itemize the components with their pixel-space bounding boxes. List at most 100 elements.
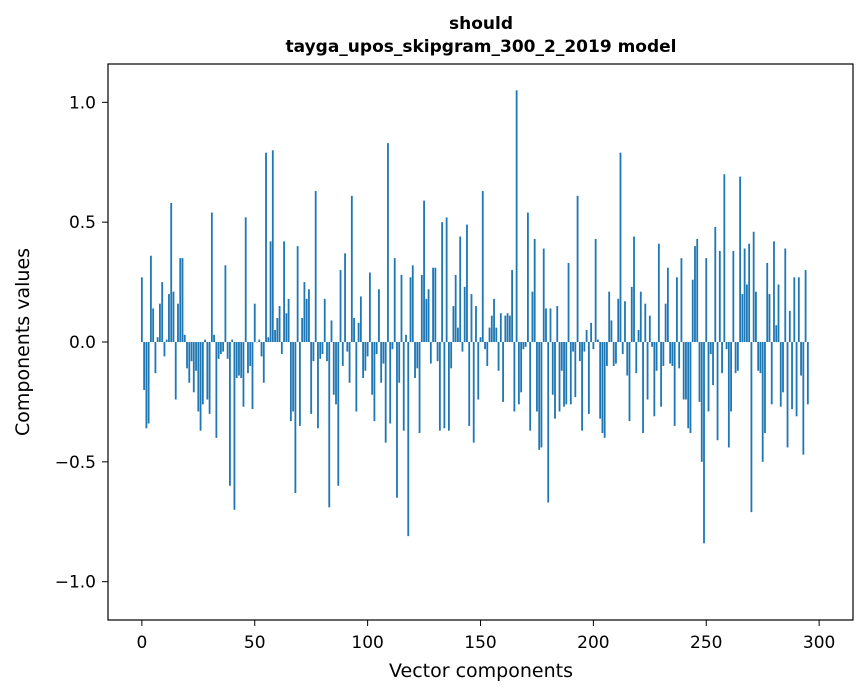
bar-133 bbox=[441, 222, 444, 342]
bar-260 bbox=[727, 342, 730, 448]
bar-113 bbox=[396, 342, 398, 498]
bar-20 bbox=[186, 342, 188, 369]
bar-70 bbox=[298, 342, 301, 426]
bar-136 bbox=[447, 342, 450, 431]
bar-149 bbox=[477, 342, 480, 400]
bar-33 bbox=[215, 342, 218, 438]
bar-250 bbox=[705, 258, 708, 342]
bar-24 bbox=[195, 342, 197, 371]
bar-293 bbox=[802, 342, 805, 455]
bar-62 bbox=[280, 342, 283, 354]
bar-199 bbox=[590, 322, 593, 342]
bar-172 bbox=[529, 342, 532, 431]
bar-88 bbox=[339, 270, 342, 342]
bar-49 bbox=[251, 342, 254, 410]
bar-131 bbox=[436, 342, 439, 362]
bar-279 bbox=[770, 342, 773, 405]
y-axis-ticks: −1.0 −0.5 0.0 0.5 1.0 bbox=[55, 93, 108, 593]
bar-171 bbox=[527, 212, 529, 342]
bar-72 bbox=[303, 282, 306, 342]
bar-100 bbox=[366, 342, 369, 357]
bar-229 bbox=[657, 243, 660, 342]
bar-200 bbox=[592, 342, 595, 350]
bar-11 bbox=[165, 339, 168, 342]
bar-83 bbox=[328, 342, 331, 508]
bar-60 bbox=[276, 318, 279, 342]
bar-232 bbox=[664, 303, 667, 342]
bar-216 bbox=[628, 342, 631, 422]
bar-235 bbox=[671, 342, 674, 366]
bar-169 bbox=[522, 342, 525, 350]
bar-184 bbox=[556, 306, 559, 342]
bar-258 bbox=[723, 174, 726, 342]
bar-154 bbox=[488, 327, 491, 342]
bar-243 bbox=[689, 342, 692, 434]
bar-190 bbox=[569, 342, 572, 405]
bar-150 bbox=[479, 337, 482, 342]
bar-196 bbox=[583, 342, 586, 352]
bar-2 bbox=[145, 342, 148, 429]
bar-96 bbox=[357, 322, 360, 342]
plot-frame bbox=[107, 63, 854, 621]
bar-52 bbox=[258, 339, 261, 342]
bar-286 bbox=[786, 342, 789, 448]
bar-209 bbox=[612, 342, 615, 366]
bar-1 bbox=[143, 342, 146, 390]
x-tick-label: 0 bbox=[136, 633, 147, 653]
bar-146 bbox=[470, 294, 473, 342]
bar-175 bbox=[536, 342, 538, 412]
bar-266 bbox=[741, 294, 744, 342]
bar-240 bbox=[682, 342, 685, 400]
bar-44 bbox=[240, 342, 243, 378]
chart-title-line1: should bbox=[449, 14, 513, 34]
bar-80 bbox=[321, 342, 324, 354]
bar-186 bbox=[560, 342, 563, 371]
bar-107 bbox=[382, 342, 385, 364]
bar-10 bbox=[163, 342, 166, 357]
bar-198 bbox=[587, 342, 590, 414]
bar-291 bbox=[797, 277, 800, 342]
y-tick-label: −0.5 bbox=[55, 453, 96, 473]
bar-40 bbox=[231, 339, 234, 342]
bar-104 bbox=[375, 342, 378, 354]
bar-275 bbox=[761, 342, 764, 462]
bar-25 bbox=[197, 342, 200, 412]
bar-129 bbox=[432, 267, 434, 342]
bar-92 bbox=[348, 342, 351, 383]
bar-77 bbox=[314, 191, 317, 342]
bar-242 bbox=[687, 342, 690, 429]
bar-101 bbox=[368, 272, 371, 342]
bar-225 bbox=[648, 315, 651, 342]
bar-71 bbox=[301, 318, 304, 342]
bar-65 bbox=[287, 298, 290, 342]
x-tick-label: 150 bbox=[464, 633, 496, 653]
bar-140 bbox=[457, 327, 459, 342]
bar-143 bbox=[463, 286, 466, 342]
bar-189 bbox=[567, 262, 570, 342]
bar-248 bbox=[700, 342, 703, 462]
bar-12 bbox=[168, 294, 170, 342]
bar-142 bbox=[461, 342, 464, 352]
x-tick-label: 50 bbox=[244, 633, 266, 653]
bar-43 bbox=[238, 342, 240, 376]
bar-180 bbox=[547, 342, 550, 503]
bar-162 bbox=[506, 313, 509, 342]
bar-84 bbox=[330, 320, 333, 342]
bar-178 bbox=[542, 248, 545, 342]
bar-252 bbox=[709, 342, 712, 354]
bar-3 bbox=[147, 342, 150, 424]
bar-93 bbox=[350, 195, 353, 342]
bar-233 bbox=[666, 267, 669, 342]
bar-66 bbox=[289, 342, 292, 422]
bar-28 bbox=[204, 339, 206, 342]
bar-39 bbox=[229, 342, 231, 486]
bar-211 bbox=[617, 298, 620, 342]
bar-220 bbox=[637, 330, 640, 342]
bar-4 bbox=[149, 255, 152, 342]
bar-273 bbox=[757, 342, 760, 371]
bar-91 bbox=[346, 342, 349, 352]
bar-287 bbox=[788, 310, 791, 342]
bar-53 bbox=[260, 342, 263, 357]
bar-48 bbox=[249, 342, 252, 366]
